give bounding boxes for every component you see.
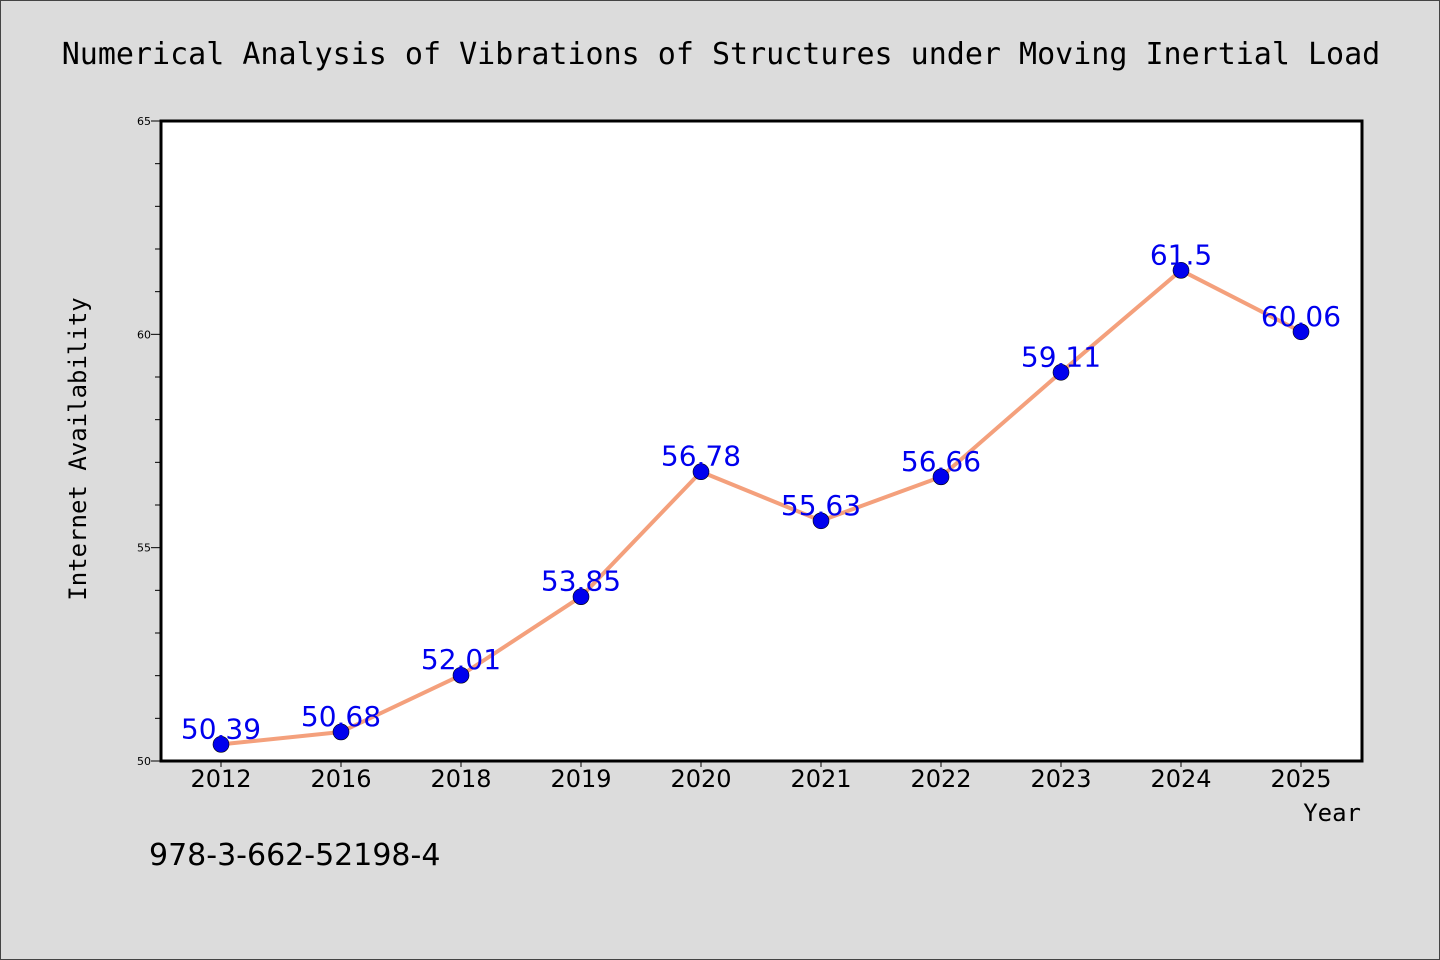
x-axis: 2012 2016 2018 2019 2020 2021 2022 2023 2024 2025 xyxy=(190,761,1332,793)
data-label: 55.63 xyxy=(781,489,861,522)
data-label: 50.68 xyxy=(301,700,381,733)
data-point-marker xyxy=(1052,364,1070,381)
x-tick-label: 2024 xyxy=(1150,765,1211,793)
plot-area xyxy=(159,119,1364,763)
data-point-marker xyxy=(332,723,350,741)
data-point-marker xyxy=(1292,323,1310,341)
y-tick-label: 50 xyxy=(137,755,151,768)
data-point-marker xyxy=(572,588,590,606)
y-tick-label: 60 xyxy=(137,328,151,341)
data-point-marker xyxy=(932,468,950,486)
x-tick-label: 2021 xyxy=(790,765,851,793)
data-point-marker xyxy=(692,463,710,481)
y-tick-label: 55 xyxy=(137,542,151,555)
isbn-text: 978-3-662-52198-4 xyxy=(149,838,440,873)
x-tick-label: 2023 xyxy=(1030,765,1091,793)
x-tick-label: 2012 xyxy=(190,765,251,793)
y-axis-label: Internet Availability xyxy=(64,297,92,600)
data-label: 53.85 xyxy=(541,565,621,598)
data-point-marker xyxy=(812,512,830,530)
series-line xyxy=(219,268,1303,747)
y-axis: 50 55 60 65 xyxy=(137,115,161,768)
x-tick-label: 2025 xyxy=(1270,765,1331,793)
data-point-marker xyxy=(212,736,230,753)
data-label: 60.06 xyxy=(1261,300,1341,333)
data-label: 61.5 xyxy=(1150,238,1212,271)
chart-title: Numerical Analysis of Vibrations of Stru… xyxy=(62,37,1381,72)
x-tick-label: 2022 xyxy=(910,765,971,793)
x-axis-label: Year xyxy=(1303,799,1361,827)
data-point-marker xyxy=(1172,262,1190,279)
data-label: 59.11 xyxy=(1021,340,1101,373)
data-label: 50.39 xyxy=(181,712,261,745)
data-point-marker xyxy=(452,666,470,684)
y-tick-label: 65 xyxy=(137,115,151,128)
series-layer: 50.39 50.68 52.01 53.85 56.78 55.63 56.66 59.11… xyxy=(181,238,1341,753)
x-tick-label: 2016 xyxy=(310,765,371,793)
x-tick-label: 2019 xyxy=(550,765,611,793)
data-label: 56.66 xyxy=(901,445,981,478)
x-tick-label: 2018 xyxy=(430,765,491,793)
data-label: 56.78 xyxy=(661,440,741,473)
x-tick-label: 2020 xyxy=(670,765,731,793)
data-label: 52.01 xyxy=(421,643,501,676)
